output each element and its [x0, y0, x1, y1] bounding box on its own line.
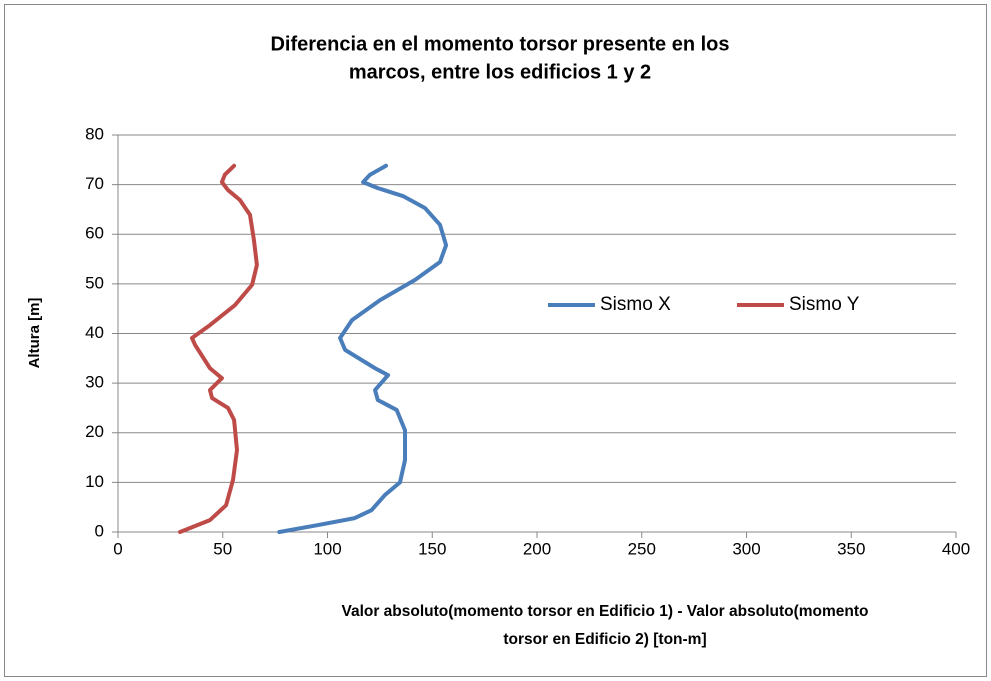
- series-line: [178, 163, 259, 534]
- x-tick-label: 350: [837, 539, 865, 558]
- chart-border: [4, 4, 987, 677]
- y-tick-label: 40: [85, 323, 104, 342]
- x-tick-label: 300: [732, 539, 760, 558]
- x-tick-label: 0: [113, 539, 122, 558]
- legend-label: Sismo X: [600, 294, 671, 315]
- y-tick-label: 20: [85, 422, 104, 441]
- y-tick-label: 70: [85, 174, 104, 193]
- y-tick-label: 10: [85, 472, 104, 491]
- x-tick-label: 150: [418, 539, 446, 558]
- y-axis-label: Altura [m]: [26, 298, 43, 369]
- x-tick-label: 50: [213, 539, 232, 558]
- x-tick-label: 400: [942, 539, 970, 558]
- x-tick-label: 250: [628, 539, 656, 558]
- chart-title: Diferencia en el momento torsor presente…: [270, 33, 729, 55]
- x-tick-label: 200: [523, 539, 551, 558]
- y-tick-label: 80: [85, 124, 104, 143]
- y-tick-label: 0: [95, 521, 104, 540]
- x-axis-label: torsor en Edificio 2) [ton-m]: [503, 631, 706, 648]
- y-tick-label: 60: [85, 224, 104, 243]
- y-tick-label: 50: [85, 273, 104, 292]
- legend-label: Sismo Y: [789, 294, 860, 315]
- x-tick-label: 100: [313, 539, 341, 558]
- x-axis-label: Valor absoluto(momento torsor en Edifici…: [341, 603, 868, 620]
- y-tick-label: 30: [85, 373, 104, 392]
- chart-title: marcos, entre los edificios 1 y 2: [349, 61, 651, 83]
- series-line: [277, 163, 449, 534]
